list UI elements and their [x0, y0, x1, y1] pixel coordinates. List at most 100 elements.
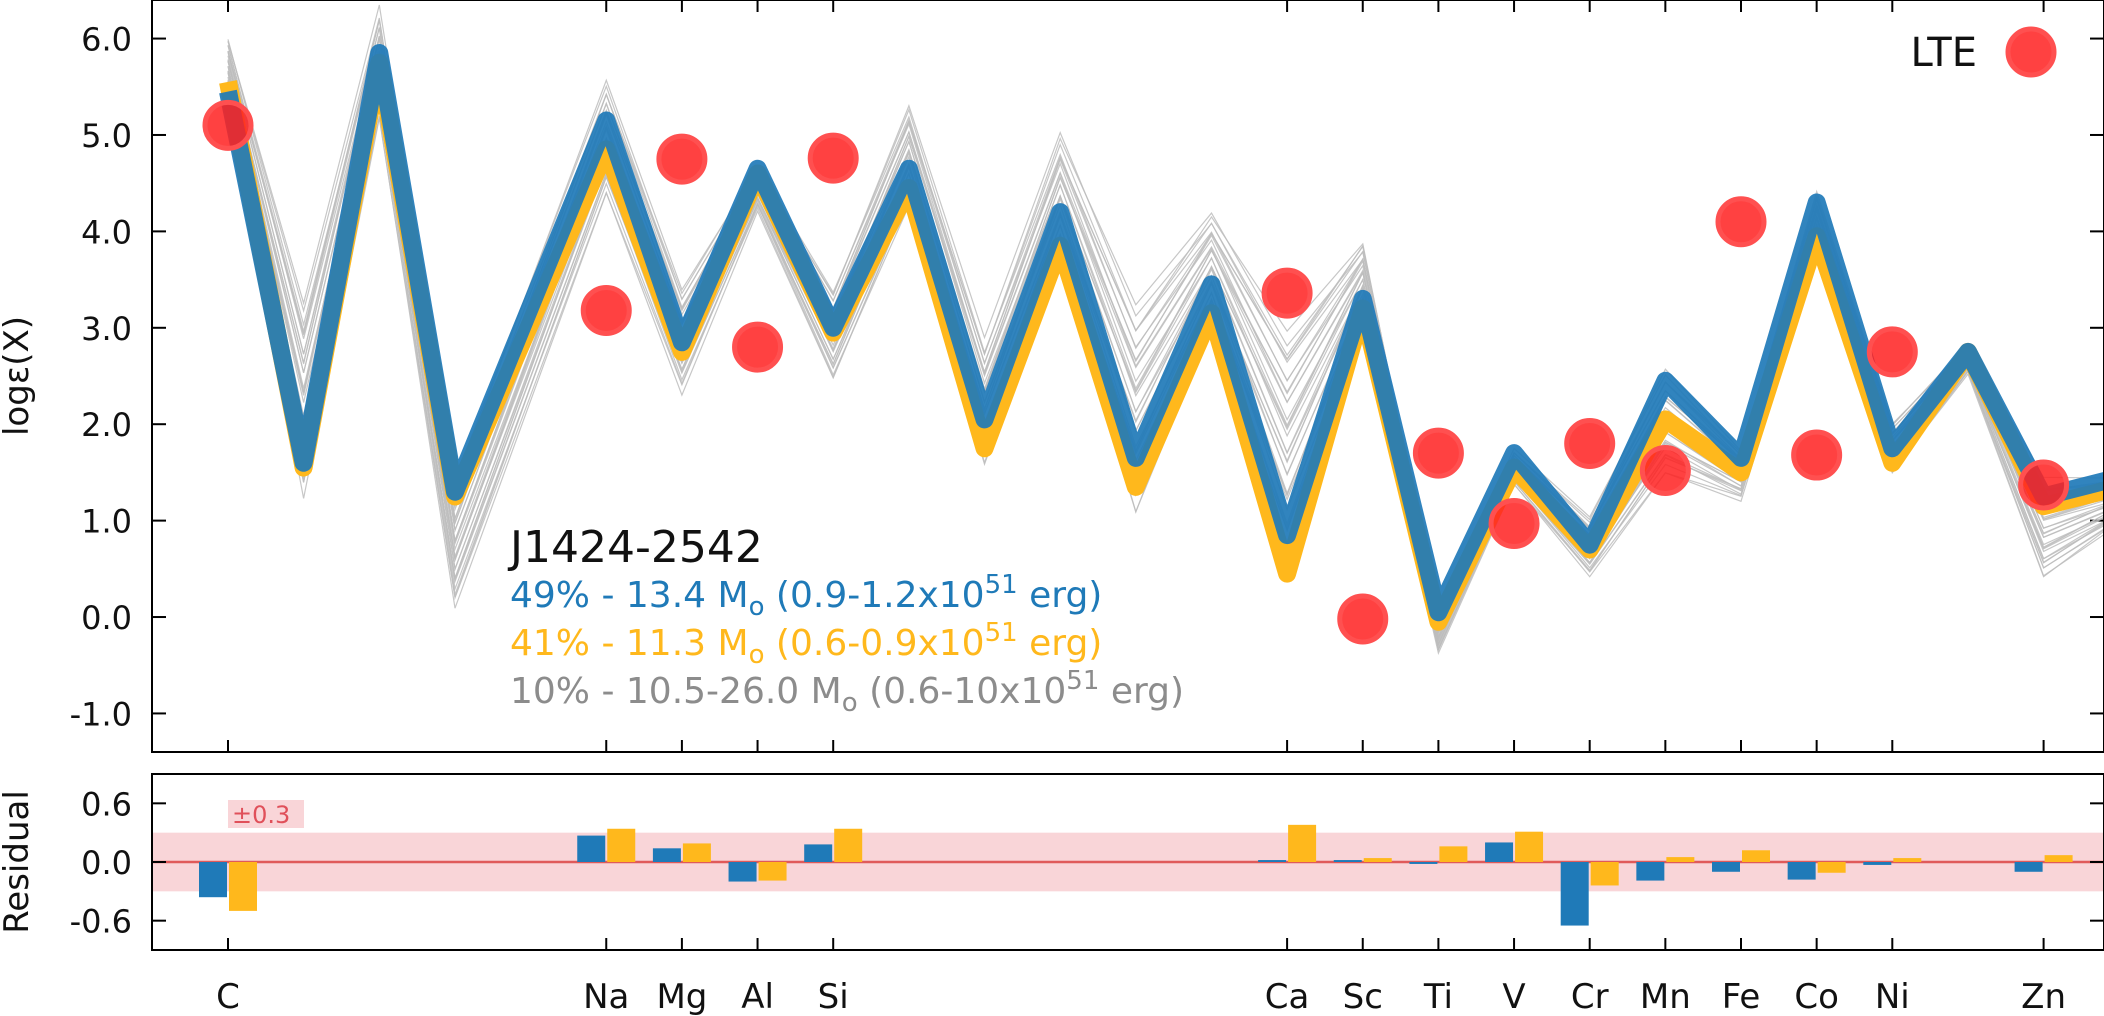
lte-point-v	[1488, 498, 1540, 550]
bottom-y-axis-label: Residual	[0, 790, 37, 934]
residual-bar-blue-v	[1485, 842, 1514, 862]
yellow-series-label: 41% - 11.3 Mo (0.6-0.9x1051 erg)	[510, 618, 1102, 670]
top-y-axis-label: logε(X)	[0, 316, 37, 436]
x-tick-label-si: Si	[818, 977, 849, 1016]
residual-bar-blue-c	[199, 862, 227, 898]
residual-bar-yellow-na	[607, 828, 636, 862]
residual-bar-blue-al	[728, 862, 757, 882]
residual-bar-yellow-cr	[1590, 862, 1619, 886]
legend-label: LTE	[1911, 30, 1977, 76]
residual-bar-blue-na	[577, 835, 606, 862]
residual-bar-yellow-mn	[1666, 857, 1695, 862]
residual-bar-yellow-al	[758, 862, 787, 881]
lte-point-si	[807, 132, 859, 184]
top-plot-frame	[151, 0, 2104, 753]
gray-label-sub: o	[842, 688, 858, 718]
top-y-ticks: 6.0 5.0 4.0 3.0 2.0 1.0 0.0 -1.0	[70, 21, 2104, 733]
bottom-y-tick-label: -0.6	[70, 903, 132, 941]
residual-bar-blue-ti	[1409, 862, 1438, 864]
yellow-label-energy: (0.6-0.9x10	[764, 623, 984, 664]
lte-point-ca	[1261, 267, 1313, 319]
top-y-tick-label: 5.0	[81, 117, 132, 155]
lte-point-c	[202, 99, 254, 151]
blue-label-sub: o	[749, 592, 765, 622]
lte-points	[202, 99, 2070, 645]
star-name: J1424-2542	[507, 522, 763, 573]
gray-series-label: 10% - 10.5-26.0 Mo (0.6-10x1051 erg)	[510, 666, 1184, 718]
band-label: ±0.3	[232, 801, 290, 829]
top-y-tick-label: 4.0	[81, 213, 132, 251]
lte-point-al	[732, 321, 784, 373]
residual-bar-yellow-sc	[1363, 858, 1392, 862]
lte-point-mn	[1639, 444, 1691, 496]
x-tick-label-ca: Ca	[1265, 977, 1310, 1016]
lte-point-ti	[1412, 427, 1464, 479]
bottom-y-ticks: 0.6 0.0 -0.6	[70, 785, 2104, 941]
gray-label-unit: erg)	[1099, 671, 1184, 712]
top-y-tick-label: 2.0	[81, 406, 132, 444]
band-label-background	[228, 800, 304, 828]
bottom-plot-frame	[151, 773, 2104, 951]
x-tick-label-al: Al	[741, 977, 774, 1016]
residual-bar-yellow-c	[229, 862, 257, 911]
blue-label-unit: erg)	[1018, 575, 1103, 616]
lte-point-mg	[656, 133, 708, 185]
legend: LTE	[1911, 26, 2057, 78]
residual-bar-blue-co	[1787, 862, 1816, 880]
bottom-panel: ±0.3 0.6 0.0 -0.6 Residual	[0, 773, 2104, 951]
x-tick-label-co: Co	[1794, 977, 1839, 1016]
yellow-label-sup: 51	[985, 618, 1018, 648]
residual-bar-blue-si	[804, 844, 833, 862]
residual-bar-blue-zn	[2014, 862, 2043, 872]
residual-bar-yellow-ni	[1893, 858, 1922, 862]
legend-marker	[2005, 26, 2057, 78]
residual-bar-yellow-co	[1817, 862, 1846, 873]
gray-label-main: 10% - 10.5-26.0 M	[510, 671, 842, 712]
gray-label-energy: (0.6-10x10	[858, 671, 1067, 712]
blue-model-line	[219, 44, 2104, 622]
x-tick-label-v: V	[1502, 977, 1525, 1016]
x-axis-ticks: C Na Mg Al Si Ca Sc Ti V Cr Mn Fe Co Ni Zn	[216, 0, 2066, 1016]
x-tick-label-cr: Cr	[1571, 977, 1609, 1016]
residual-bar-yellow-v	[1515, 831, 1544, 862]
residual-bar-blue-ni	[1863, 862, 1892, 865]
top-y-tick-label: 1.0	[81, 503, 132, 541]
lte-point-na	[580, 284, 632, 336]
gray-model-line	[227, 27, 2104, 621]
residual-bar-blue-ca	[1258, 860, 1287, 862]
bottom-y-tick-label: 0.0	[81, 844, 132, 882]
residual-bar-blue-mg	[652, 848, 681, 862]
x-tick-label-ti: Ti	[1423, 977, 1453, 1016]
residual-bar-yellow-fe	[1742, 850, 1770, 862]
bottom-y-tick-label: 0.6	[81, 785, 132, 823]
lte-point-sc	[1337, 593, 1389, 645]
lte-point-fe	[1715, 196, 1767, 248]
residual-bar-yellow-si	[834, 828, 863, 862]
residual-bar-yellow-zn	[2044, 855, 2073, 862]
top-y-tick-label: -1.0	[70, 695, 132, 733]
blue-label-energy: (0.9-1.2x10	[764, 575, 984, 616]
residual-bars	[199, 824, 2073, 926]
residual-bar-yellow-ti	[1439, 846, 1468, 862]
x-tick-label-na: Na	[583, 977, 629, 1016]
top-y-tick-label: 0.0	[81, 599, 132, 637]
gray-label-sup: 51	[1066, 666, 1099, 696]
top-y-tick-label: 6.0	[81, 21, 132, 59]
x-tick-label-mn: Mn	[1640, 977, 1691, 1016]
residual-bar-blue-cr	[1560, 862, 1589, 926]
lte-point-co	[1791, 429, 1843, 481]
x-tick-label-sc: Sc	[1343, 977, 1383, 1016]
residual-bar-yellow-ca	[1288, 824, 1317, 862]
blue-label-sup: 51	[985, 570, 1018, 600]
blue-series-label: 49% - 13.4 Mo (0.9-1.2x1051 erg)	[510, 570, 1102, 622]
lte-point-zn	[2018, 459, 2070, 511]
blue-label-main: 49% - 13.4 M	[510, 575, 749, 616]
residual-bar-blue-fe	[1712, 862, 1740, 872]
residual-bar-yellow-mg	[682, 843, 711, 862]
yellow-label-unit: erg)	[1018, 623, 1103, 664]
lte-point-cr	[1564, 417, 1616, 469]
top-panel: 6.0 5.0 4.0 3.0 2.0 1.0 0.0 -1.0 logε(X) J1424-…	[0, 0, 2104, 753]
x-tick-label-zn: Zn	[2021, 977, 2066, 1016]
top-y-tick-label: 3.0	[81, 310, 132, 348]
